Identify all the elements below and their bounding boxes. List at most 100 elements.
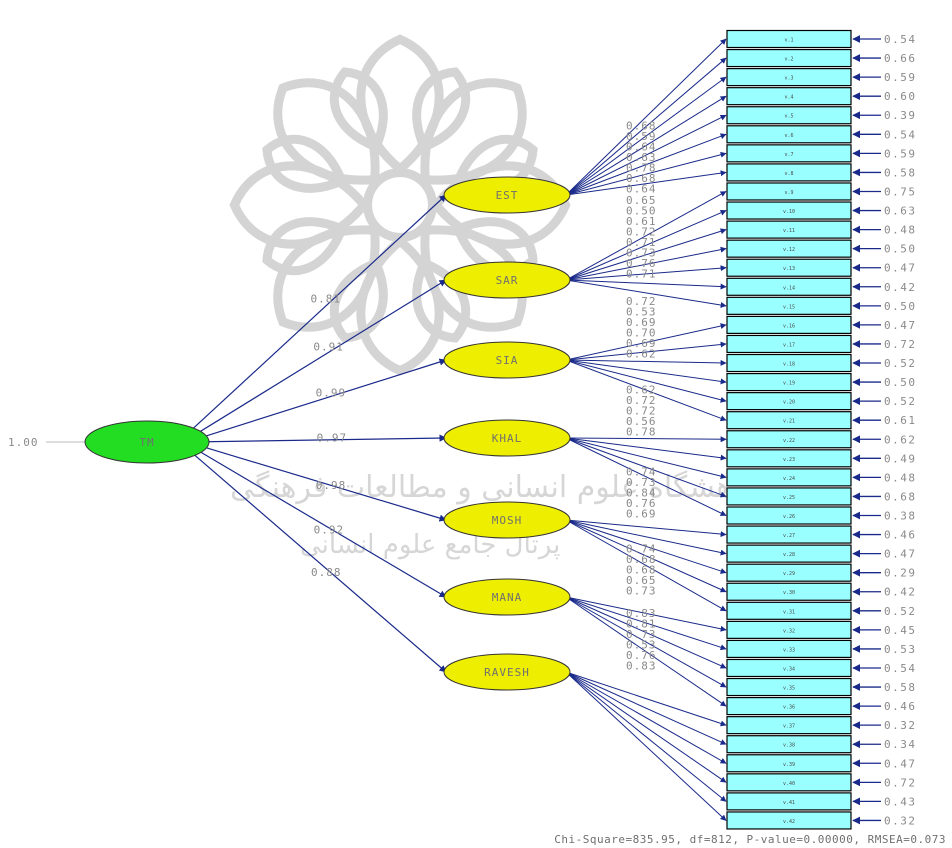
measurement-loading: 0.68 bbox=[626, 120, 657, 133]
measurement-path bbox=[565, 519, 727, 556]
error-variance: 0.52 bbox=[884, 357, 917, 370]
error-variance: 0.60 bbox=[884, 90, 917, 103]
error-variance: 0.46 bbox=[884, 529, 917, 542]
indicator-box bbox=[726, 658, 852, 678]
measurement-loading: 0.61 bbox=[626, 215, 657, 228]
error-variance: 0.43 bbox=[884, 795, 917, 808]
indicator-label: v.16 bbox=[783, 323, 795, 329]
structural-loading: 0.99 bbox=[316, 387, 347, 400]
error-variance: 0.54 bbox=[884, 662, 917, 675]
indicator-box bbox=[726, 239, 852, 258]
indicator-box bbox=[726, 468, 852, 487]
indicator-box bbox=[726, 430, 852, 449]
error-variance: 0.49 bbox=[884, 452, 917, 465]
indicator-box bbox=[726, 411, 852, 430]
error-variance: 0.75 bbox=[884, 185, 917, 198]
indicator-label: v.4 bbox=[784, 95, 793, 101]
measurement-path bbox=[565, 151, 727, 196]
structural-path bbox=[198, 450, 447, 598]
indicator-label: v.38 bbox=[783, 743, 795, 749]
structural-path bbox=[203, 358, 447, 438]
indicator-label: v.15 bbox=[783, 304, 795, 310]
indicator-box bbox=[726, 220, 852, 239]
measurement-path bbox=[565, 341, 727, 361]
structural-loading: 0.98 bbox=[316, 479, 347, 492]
measurement-path bbox=[565, 279, 727, 290]
indicator-label: v.24 bbox=[783, 476, 795, 482]
error-variance: 0.47 bbox=[884, 262, 917, 275]
measurement-loading: 0.81 bbox=[626, 618, 657, 631]
indicator-label: v.13 bbox=[783, 266, 795, 272]
measurement-path bbox=[565, 437, 727, 461]
measurement-loading: 0.84 bbox=[626, 487, 657, 500]
indicator-label: v.37 bbox=[783, 724, 795, 730]
indicator-label: v.31 bbox=[783, 609, 795, 615]
factor-label: KHAL bbox=[492, 432, 523, 445]
measurement-loading: 0.56 bbox=[626, 415, 657, 428]
indicator-box bbox=[726, 582, 852, 601]
measurement-loading: 0.69 bbox=[626, 508, 657, 521]
structural-path bbox=[198, 279, 447, 433]
error-variance: 0.68 bbox=[884, 490, 917, 503]
indicator-label: v.39 bbox=[783, 762, 795, 768]
indicator-box bbox=[726, 48, 852, 68]
measurement-path bbox=[565, 519, 727, 593]
measurement-path bbox=[565, 596, 727, 688]
measurement-loading: 0.70 bbox=[626, 327, 657, 340]
error-variance: 0.45 bbox=[884, 624, 917, 637]
error-variance: 0.66 bbox=[884, 52, 917, 65]
measurement-path bbox=[565, 323, 727, 361]
structural-loading: 0.92 bbox=[314, 523, 345, 536]
indicator-label: v.32 bbox=[783, 628, 795, 634]
indicator-label: v.12 bbox=[783, 247, 795, 253]
measurement-path bbox=[565, 596, 727, 632]
indicator-label: v.2 bbox=[784, 57, 793, 63]
tm-variance: 1.00 bbox=[8, 436, 39, 449]
indicator-box bbox=[726, 601, 852, 620]
measurement-loading: 0.73 bbox=[626, 476, 657, 489]
tm-label: TM bbox=[139, 436, 154, 449]
measurement-path bbox=[565, 133, 727, 196]
indicator-label: v.11 bbox=[783, 228, 795, 234]
measurement-loading: 0.59 bbox=[626, 130, 657, 143]
measurement-path bbox=[565, 519, 727, 574]
measurement-loading: 0.73 bbox=[626, 628, 657, 641]
error-variance: 0.58 bbox=[884, 681, 917, 694]
indicator-box bbox=[726, 754, 852, 773]
error-variance: 0.32 bbox=[884, 814, 917, 827]
measurement-loading: 0.72 bbox=[626, 295, 657, 308]
measurement-path bbox=[565, 671, 727, 783]
factor-label: SAR bbox=[496, 274, 519, 287]
indicator-box bbox=[726, 315, 852, 334]
indicator-box bbox=[726, 620, 852, 639]
tm-node bbox=[84, 420, 210, 464]
indicator-box bbox=[726, 792, 852, 811]
error-variance: 0.50 bbox=[884, 376, 917, 389]
indicator-box bbox=[726, 811, 852, 830]
measurement-path bbox=[565, 265, 727, 281]
measurement-loading: 0.69 bbox=[626, 337, 657, 350]
measurement-path bbox=[565, 359, 727, 366]
measurement-path bbox=[565, 519, 727, 538]
fit-statistics: Chi-Square=835.95, df=812, P-value=0.000… bbox=[554, 833, 946, 846]
indicator-label: v.20 bbox=[783, 400, 795, 406]
structural-loading: 0.91 bbox=[313, 341, 344, 354]
structural-path bbox=[191, 194, 447, 430]
indicator-label: v.30 bbox=[783, 590, 795, 596]
structural-path bbox=[193, 453, 447, 673]
indicator-label: v.25 bbox=[783, 495, 795, 501]
indicator-box bbox=[726, 735, 852, 754]
indicator-label: v.27 bbox=[783, 533, 795, 539]
indicator-label: v.5 bbox=[784, 114, 793, 120]
structural-loading: 0.97 bbox=[317, 432, 348, 445]
indicator-box bbox=[726, 163, 852, 182]
measurement-loading: 0.73 bbox=[626, 247, 657, 260]
error-variance: 0.39 bbox=[884, 109, 917, 122]
measurement-loading: 0.71 bbox=[626, 268, 657, 281]
indicator-label: v.40 bbox=[783, 781, 795, 787]
factor-label: RAVESH bbox=[484, 666, 530, 679]
measurement-loading: 0.65 bbox=[626, 194, 657, 207]
measurement-loading: 0.72 bbox=[626, 405, 657, 418]
factor-label: EST bbox=[496, 189, 519, 202]
indicator-label: v.41 bbox=[783, 800, 795, 806]
